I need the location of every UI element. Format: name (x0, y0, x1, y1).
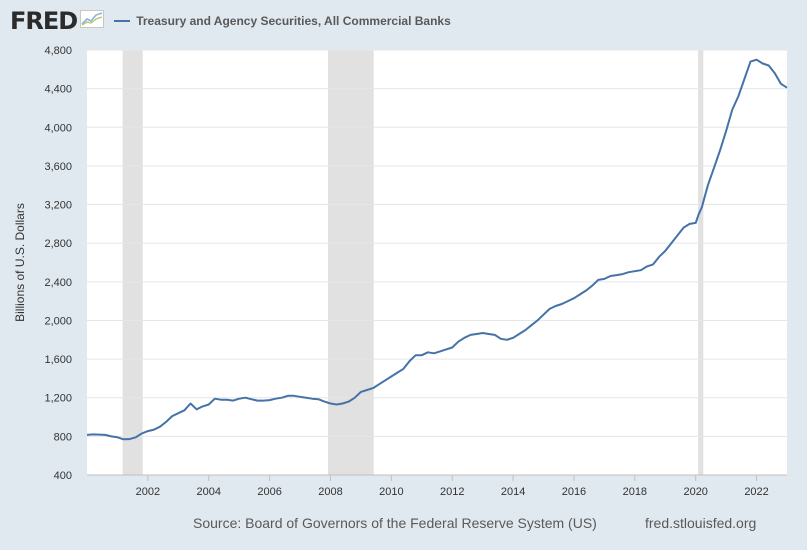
y-tick-label: 3,200 (44, 200, 72, 212)
legend-label: Treasury and Agency Securities, All Comm… (136, 14, 451, 28)
recession-band (698, 50, 704, 475)
x-tick-label: 2018 (623, 486, 647, 498)
y-tick-label: 2,800 (44, 238, 72, 250)
legend[interactable]: Treasury and Agency Securities, All Comm… (114, 14, 451, 28)
y-tick-label: 1,200 (44, 393, 72, 405)
x-tick-label: 2016 (562, 486, 586, 498)
y-tick-label: 3,600 (44, 161, 72, 173)
x-tick-label: 2006 (257, 486, 281, 498)
y-tick-label: 4,400 (44, 84, 72, 96)
y-tick-label: 400 (54, 470, 72, 482)
footer-url[interactable]: fred.stlouisfed.org (645, 515, 757, 531)
footer-source: Source: Board of Governors of the Federa… (193, 515, 597, 531)
y-tick-label: 4,800 (44, 45, 72, 57)
x-tick-label: 2002 (136, 486, 160, 498)
y-axis-title: Billions of U.S. Dollars (13, 203, 27, 322)
x-tick-label: 2020 (683, 486, 707, 498)
series-line[interactable] (86, 58, 788, 441)
gridlines (87, 49, 787, 437)
fred-logo[interactable]: FRED (10, 7, 78, 35)
x-tick-label: 2012 (440, 486, 464, 498)
y-tick-label: 800 (54, 431, 72, 443)
recession-band (328, 50, 374, 475)
chart-line-icon (80, 9, 105, 33)
x-tick-label: 2004 (196, 486, 220, 498)
recession-band (122, 50, 143, 475)
chart-header: FRED Treasury and Agency Securities, All… (10, 6, 451, 36)
x-tick-label: 2010 (379, 486, 403, 498)
x-axis-ticks: 2002 2004 2006 2008 2010 2012 2014 2016 2018 2020… (87, 474, 787, 498)
y-tick-label: 2,000 (44, 315, 72, 327)
x-tick-label: 2014 (501, 486, 525, 498)
x-tick-label: 2008 (318, 486, 342, 498)
y-axis-tick-labels: 400 800 1,200 1,600 2,000 2,400 2,800 3,200 3,60… (44, 45, 72, 482)
legend-swatch (114, 20, 131, 22)
plot-area[interactable] (87, 50, 787, 475)
x-tick-label: 2022 (744, 486, 768, 498)
y-tick-label: 4,000 (44, 122, 72, 134)
y-tick-label: 2,400 (44, 277, 72, 289)
y-tick-label: 1,600 (44, 354, 72, 366)
